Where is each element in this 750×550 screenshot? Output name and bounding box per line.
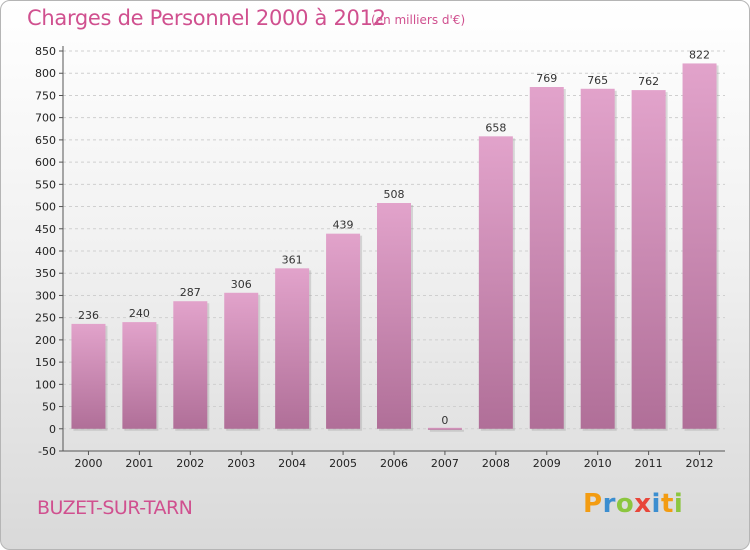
data-label: 508 bbox=[384, 188, 405, 201]
x-tick-label: 2006 bbox=[380, 457, 408, 470]
commune-name: BUZET-SUR-TARN bbox=[37, 497, 193, 519]
x-tick-label: 2003 bbox=[227, 457, 255, 470]
x-tick-label: 2001 bbox=[125, 457, 153, 470]
y-tick-label: 150 bbox=[35, 356, 56, 369]
x-tick-labels: 2000 2001 2002 2003 2004 2005 2006 2007 2008 2009… bbox=[74, 457, 713, 470]
y-tick-label: 450 bbox=[35, 223, 56, 236]
data-label: 236 bbox=[78, 309, 99, 322]
bar bbox=[122, 322, 157, 429]
bar bbox=[529, 87, 564, 429]
chart-title: Charges de Personnel 2000 à 2012 bbox=[27, 6, 386, 30]
data-label: 240 bbox=[129, 307, 150, 320]
x-tick-label: 2009 bbox=[533, 457, 561, 470]
data-label: 287 bbox=[180, 286, 201, 299]
y-tick-label: 100 bbox=[35, 378, 56, 391]
x-tick-label: 2007 bbox=[431, 457, 459, 470]
y-tick-label: 700 bbox=[35, 112, 56, 125]
data-label: 762 bbox=[638, 75, 659, 88]
chart-unit: (en milliers d'€) bbox=[371, 13, 466, 27]
logo-letter: t bbox=[660, 489, 674, 519]
y-tick-label: 250 bbox=[35, 312, 56, 325]
data-label: 769 bbox=[536, 72, 557, 85]
y-tick-label: 800 bbox=[35, 67, 56, 80]
x-tick-label: 2002 bbox=[176, 457, 204, 470]
data-label: 658 bbox=[485, 121, 506, 134]
bar bbox=[173, 301, 208, 429]
y-tick-label: 750 bbox=[35, 89, 56, 102]
bar bbox=[427, 427, 462, 430]
bar-shadow bbox=[429, 429, 464, 432]
bar bbox=[326, 233, 361, 429]
logo-letter: o bbox=[615, 489, 635, 519]
bar bbox=[478, 136, 513, 429]
x-tick-label: 2004 bbox=[278, 457, 306, 470]
data-label: 0 bbox=[441, 414, 448, 427]
logo-letter: P bbox=[583, 489, 603, 519]
bar bbox=[682, 63, 717, 429]
bars bbox=[71, 63, 719, 432]
x-tick-label: 2000 bbox=[74, 457, 102, 470]
data-labels: 236 240 287 306 361 439 508 0 658 769 765 762 822 bbox=[78, 48, 710, 426]
logo-letter: i bbox=[651, 489, 661, 519]
y-tick-label: -50 bbox=[38, 445, 56, 458]
data-label: 361 bbox=[282, 253, 303, 266]
y-tick-label: 350 bbox=[35, 267, 56, 280]
y-tick-label: 0 bbox=[49, 423, 56, 436]
y-tick-labels: -50 0 50 100 150 200 250 300 350 400 450 500 550 600 6… bbox=[35, 45, 56, 458]
y-tick-label: 500 bbox=[35, 201, 56, 214]
bar bbox=[71, 323, 106, 429]
y-tick-label: 400 bbox=[35, 245, 56, 258]
proxiti-logo: Proxiti bbox=[583, 489, 683, 519]
x-tick-label: 2011 bbox=[635, 457, 663, 470]
bar bbox=[224, 292, 259, 429]
axes bbox=[59, 46, 725, 455]
y-tick-label: 550 bbox=[35, 178, 56, 191]
y-tick-label: 200 bbox=[35, 334, 56, 347]
x-tick-label: 2005 bbox=[329, 457, 357, 470]
logo-letter: x bbox=[634, 489, 652, 519]
bar bbox=[377, 203, 411, 429]
data-label: 765 bbox=[587, 74, 608, 87]
bar bbox=[275, 268, 310, 429]
x-tick-label: 2012 bbox=[686, 457, 714, 470]
y-tick-label: 600 bbox=[35, 156, 56, 169]
data-label: 439 bbox=[333, 219, 354, 232]
data-label: 822 bbox=[689, 48, 710, 61]
y-tick-label: 850 bbox=[35, 45, 56, 58]
logo-letter: i bbox=[673, 489, 684, 519]
data-label: 306 bbox=[231, 278, 252, 291]
bar bbox=[580, 88, 615, 429]
y-tick-label: 300 bbox=[35, 289, 56, 302]
y-tick-label: 50 bbox=[42, 401, 56, 414]
x-tick-label: 2010 bbox=[584, 457, 612, 470]
x-tick-label: 2008 bbox=[482, 457, 510, 470]
y-tick-label: 650 bbox=[35, 134, 56, 147]
bar bbox=[631, 90, 666, 429]
logo-letter: r bbox=[602, 489, 616, 519]
